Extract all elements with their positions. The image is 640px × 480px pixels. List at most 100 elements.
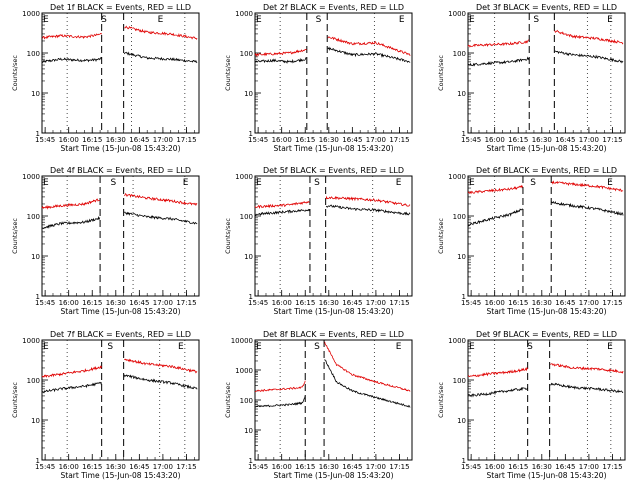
y-tick-label: 1 bbox=[249, 293, 253, 301]
event-marker-label: S bbox=[316, 15, 322, 25]
event-marker-label: E bbox=[43, 178, 49, 188]
y-tick-label: 100 bbox=[240, 397, 253, 405]
x-tick-label: 17:15 bbox=[389, 299, 409, 307]
panel-det-6: Det 6f BLACK = Events, RED = LLD 1 10 100 10… bbox=[437, 166, 626, 316]
x-tick-label: 15:45 bbox=[248, 463, 268, 471]
y-tick-label: 1 bbox=[462, 457, 466, 465]
y-tick-label: 100 bbox=[453, 50, 466, 58]
panel-det-8: Det 8f BLACK = Events, RED = LLD 1 10 100 10… bbox=[224, 330, 413, 480]
x-tick-label: 16:30 bbox=[319, 136, 339, 144]
x-axis-label: Start Time (15-Jun-08 15:43:20) bbox=[61, 144, 181, 153]
x-tick-label: 17:00 bbox=[366, 136, 386, 144]
event-marker-label: E bbox=[469, 15, 475, 25]
x-tick-label: 16:00 bbox=[272, 136, 292, 144]
x-tick-label: 17:00 bbox=[153, 299, 173, 307]
x-tick-label: 16:45 bbox=[555, 463, 575, 471]
x-axis-label: Start Time (15-Jun-08 15:43:20) bbox=[61, 471, 181, 480]
panel-title: Det 5f BLACK = Events, RED = LLD bbox=[263, 166, 404, 175]
y-tick-label: 100 bbox=[240, 50, 253, 58]
event-marker-label: S bbox=[314, 342, 320, 352]
x-tick-label: 16:00 bbox=[272, 463, 292, 471]
x-tick-label: 16:15 bbox=[295, 463, 315, 471]
y-tick-label: 1 bbox=[249, 457, 253, 465]
x-tick-label: 17:15 bbox=[176, 463, 196, 471]
x-axis-label: Start Time (15-Jun-08 15:43:20) bbox=[487, 307, 607, 316]
series-line-lld bbox=[41, 192, 198, 210]
panel-title: Det 4f BLACK = Events, RED = LLD bbox=[50, 166, 191, 175]
y-axis-label: Counts/sec bbox=[11, 218, 19, 254]
x-tick-label: 17:15 bbox=[602, 463, 622, 471]
plot-frame bbox=[254, 175, 413, 297]
y-tick-label: 1 bbox=[36, 130, 40, 138]
y-axis-label: Counts/sec bbox=[437, 382, 445, 418]
x-tick-label: 16:30 bbox=[106, 136, 126, 144]
x-tick-label: 17:00 bbox=[366, 299, 386, 307]
event-marker-label: S bbox=[107, 342, 113, 352]
series-line-events bbox=[467, 200, 624, 227]
x-tick-label: 15:45 bbox=[461, 136, 481, 144]
y-tick-label: 1000 bbox=[448, 173, 466, 181]
series-line-events bbox=[467, 382, 624, 398]
panel-det-9: Det 9f BLACK = Events, RED = LLD 1 10 100 10… bbox=[437, 330, 626, 480]
x-tick-label: 16:45 bbox=[555, 136, 575, 144]
x-tick-label: 16:30 bbox=[319, 299, 339, 307]
panel-title: Det 8f BLACK = Events, RED = LLD bbox=[263, 330, 404, 339]
y-tick-label: 10 bbox=[31, 417, 40, 425]
x-axis-label: Start Time (15-Jun-08 15:43:20) bbox=[274, 144, 394, 153]
series-line-lld bbox=[254, 36, 411, 57]
event-marker-label: E bbox=[469, 178, 475, 188]
x-axis-label: Start Time (15-Jun-08 15:43:20) bbox=[274, 307, 394, 316]
series-line-events bbox=[254, 204, 411, 216]
event-marker-label: E bbox=[256, 178, 262, 188]
y-tick-label: 1000 bbox=[235, 173, 253, 181]
x-tick-label: 16:30 bbox=[319, 463, 339, 471]
event-marker-label: E bbox=[607, 15, 613, 25]
y-tick-label: 10 bbox=[244, 253, 253, 261]
x-tick-label: 16:00 bbox=[59, 299, 79, 307]
x-tick-label: 16:30 bbox=[532, 136, 552, 144]
y-axis-label: Counts/sec bbox=[11, 382, 19, 418]
panel-title: Det 7f BLACK = Events, RED = LLD bbox=[50, 330, 191, 339]
panel-det-4: Det 4f BLACK = Events, RED = LLD 1 10 100 10… bbox=[11, 166, 200, 316]
x-axis-label: Start Time (15-Jun-08 15:43:20) bbox=[61, 307, 181, 316]
x-tick-label: 17:00 bbox=[579, 299, 599, 307]
x-tick-label: 17:00 bbox=[153, 136, 173, 144]
y-tick-label: 100 bbox=[453, 377, 466, 385]
plot-frame bbox=[41, 339, 200, 461]
x-tick-label: 16:45 bbox=[129, 136, 149, 144]
x-tick-label: 16:15 bbox=[82, 136, 102, 144]
y-tick-label: 1000 bbox=[22, 10, 40, 18]
event-marker-label: E bbox=[399, 15, 405, 25]
x-tick-label: 16:45 bbox=[342, 136, 362, 144]
series-line-lld bbox=[467, 29, 624, 48]
x-tick-label: 16:30 bbox=[532, 299, 552, 307]
y-tick-label: 10000 bbox=[231, 337, 253, 345]
y-tick-label: 1 bbox=[36, 457, 40, 465]
x-tick-label: 16:00 bbox=[59, 136, 79, 144]
x-tick-label: 17:00 bbox=[153, 463, 173, 471]
y-tick-label: 10 bbox=[31, 90, 40, 98]
x-tick-label: 16:30 bbox=[532, 463, 552, 471]
y-axis-label: Counts/sec bbox=[437, 55, 445, 91]
y-tick-label: 1 bbox=[462, 293, 466, 301]
y-tick-label: 1 bbox=[462, 130, 466, 138]
x-tick-label: 16:15 bbox=[82, 299, 102, 307]
x-tick-label: 17:15 bbox=[389, 136, 409, 144]
x-axis-label: Start Time (15-Jun-08 15:43:20) bbox=[274, 471, 394, 480]
panel-det-2: Det 2f BLACK = Events, RED = LLD 1 10 100 10… bbox=[224, 3, 413, 153]
panel-title: Det 2f BLACK = Events, RED = LLD bbox=[263, 3, 404, 12]
y-tick-label: 10 bbox=[244, 90, 253, 98]
y-tick-label: 1 bbox=[249, 130, 253, 138]
x-tick-label: 16:00 bbox=[59, 463, 79, 471]
x-tick-label: 16:30 bbox=[106, 299, 126, 307]
event-marker-label: E bbox=[607, 178, 613, 188]
y-tick-label: 10 bbox=[31, 253, 40, 261]
event-marker-label: S bbox=[101, 15, 107, 25]
plot-frame bbox=[467, 339, 626, 461]
event-marker-label: S bbox=[533, 15, 539, 25]
plot-frame bbox=[41, 12, 200, 134]
panel-det-3: Det 3f BLACK = Events, RED = LLD 1 10 100 10… bbox=[437, 3, 626, 153]
y-axis-label: Counts/sec bbox=[437, 218, 445, 254]
x-tick-label: 17:15 bbox=[176, 299, 196, 307]
